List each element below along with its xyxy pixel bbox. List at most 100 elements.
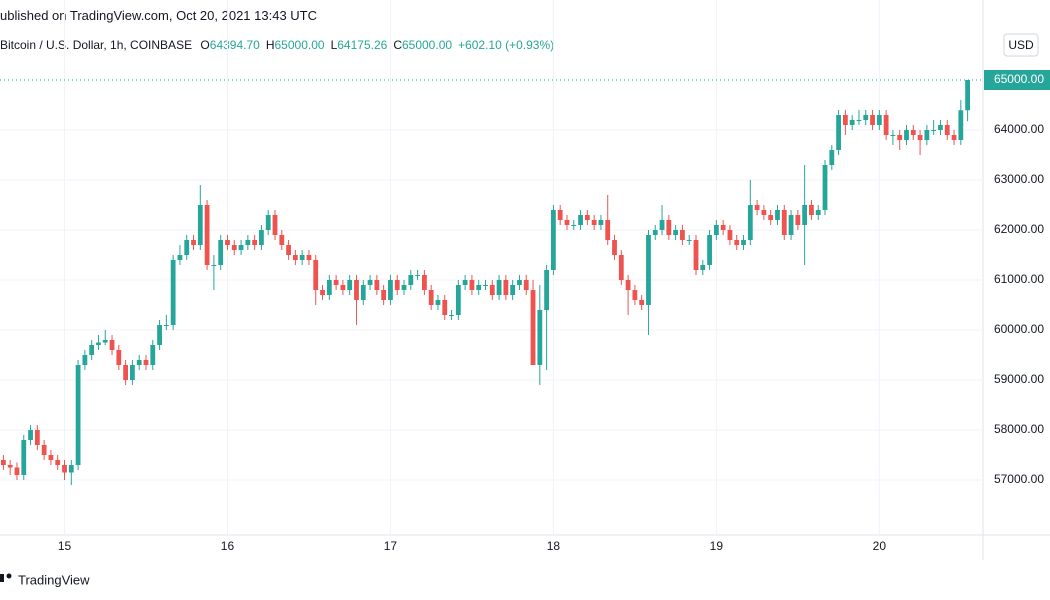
candle-body xyxy=(320,290,325,295)
candle-body xyxy=(381,290,387,300)
y-tick-label: 59000.00 xyxy=(994,372,1044,386)
candle-body xyxy=(510,285,516,295)
candle-body xyxy=(557,210,563,220)
candle-body xyxy=(394,280,400,290)
candle-body xyxy=(571,225,577,226)
x-tick-label: 15 xyxy=(58,539,72,553)
candle-body xyxy=(530,290,536,365)
y-tick-label: 57000.00 xyxy=(994,472,1044,486)
candle-body xyxy=(564,220,570,225)
candle-body xyxy=(367,280,373,285)
candle-body xyxy=(150,345,156,365)
candle-body xyxy=(754,205,760,210)
candle-body xyxy=(680,230,685,240)
ohlc-key: H xyxy=(265,38,275,52)
candle-body xyxy=(204,205,210,265)
ohlc-value: 64394.70 xyxy=(209,38,260,52)
ohlc-value: 64175.26 xyxy=(337,38,388,52)
candle-body xyxy=(761,210,767,215)
candle-body xyxy=(646,235,651,305)
candle-body xyxy=(591,220,597,225)
candle-body xyxy=(713,225,719,235)
candle-body xyxy=(455,285,461,315)
currency-button[interactable] xyxy=(1003,33,1039,57)
candle-body xyxy=(96,342,101,345)
candle-body xyxy=(279,235,285,245)
y-tick-label: 63000.00 xyxy=(994,172,1044,186)
candle-body xyxy=(734,240,740,245)
candle-body xyxy=(618,255,624,280)
candle-body xyxy=(102,340,108,343)
candle-body xyxy=(842,115,848,125)
candle-body xyxy=(75,365,81,465)
candle-body xyxy=(292,255,298,260)
candle-body xyxy=(469,280,475,290)
y-tick-label: 60000.00 xyxy=(994,322,1044,336)
candle-body xyxy=(401,285,407,290)
candle-body xyxy=(218,240,224,265)
y-tick-label: 61000.00 xyxy=(994,272,1044,286)
candle-body xyxy=(496,280,502,295)
candle-body xyxy=(55,460,61,465)
x-tick-label: 17 xyxy=(384,539,398,553)
candle-body xyxy=(306,255,312,260)
candle-body xyxy=(408,275,414,285)
candle-body xyxy=(632,290,638,300)
ohlc-key: O xyxy=(200,38,210,52)
candle-body xyxy=(747,205,753,240)
candle-body xyxy=(177,255,183,260)
candle-body xyxy=(523,280,529,290)
candle-body xyxy=(388,280,393,300)
candle-body xyxy=(666,220,672,235)
candle-body xyxy=(795,215,801,225)
candle-body xyxy=(354,280,359,300)
candle-body xyxy=(537,310,543,365)
candle-body xyxy=(870,115,875,125)
candle-body xyxy=(856,120,862,121)
candle-body xyxy=(347,280,353,290)
candle-body xyxy=(211,265,217,266)
candle-body xyxy=(28,430,33,440)
candle-body xyxy=(863,115,869,120)
candle-body xyxy=(924,130,930,140)
candle-body xyxy=(41,445,47,455)
candle-body xyxy=(48,455,54,460)
candle-body xyxy=(890,135,896,136)
candle-body xyxy=(788,215,794,235)
candle-body xyxy=(184,240,190,255)
candle-body xyxy=(815,210,821,215)
candle-body xyxy=(598,220,604,225)
candle-body xyxy=(809,205,814,215)
candle-body xyxy=(231,245,237,250)
candle-body xyxy=(0,460,6,465)
candle-body xyxy=(191,240,196,245)
candle-body xyxy=(360,285,366,300)
ohlc-value: 65000.00 xyxy=(274,38,325,52)
candle-body xyxy=(476,285,482,290)
candle-body xyxy=(768,215,774,220)
candle-body xyxy=(822,165,828,210)
candle-body xyxy=(720,225,726,230)
x-tick-label: 19 xyxy=(710,539,724,553)
candle-body xyxy=(265,215,271,230)
candle-body xyxy=(625,280,631,290)
candle-body xyxy=(483,285,488,286)
candle-body xyxy=(910,130,916,135)
candle-body xyxy=(639,300,645,305)
candle-body xyxy=(741,240,746,245)
symbol-legend: Bitcoin / U.S. Dollar, 1h, COINBASE O643… xyxy=(0,38,554,52)
candle-body xyxy=(612,240,617,255)
candle-body xyxy=(326,280,332,295)
candle-body xyxy=(252,240,258,245)
ohlc-key: L xyxy=(330,38,338,52)
candle-body xyxy=(7,465,13,468)
candle-body xyxy=(904,130,909,140)
candle-body xyxy=(849,120,855,125)
candle-body xyxy=(259,230,264,245)
candle-body xyxy=(116,350,122,365)
last-price-tag xyxy=(984,70,1050,90)
candle-body xyxy=(197,205,203,245)
ohlc-value: 65000.00 xyxy=(401,38,453,52)
symbol: Bitcoin / U.S. Dollar, 1h, COINBASE xyxy=(0,38,193,52)
candle-body xyxy=(673,230,679,235)
